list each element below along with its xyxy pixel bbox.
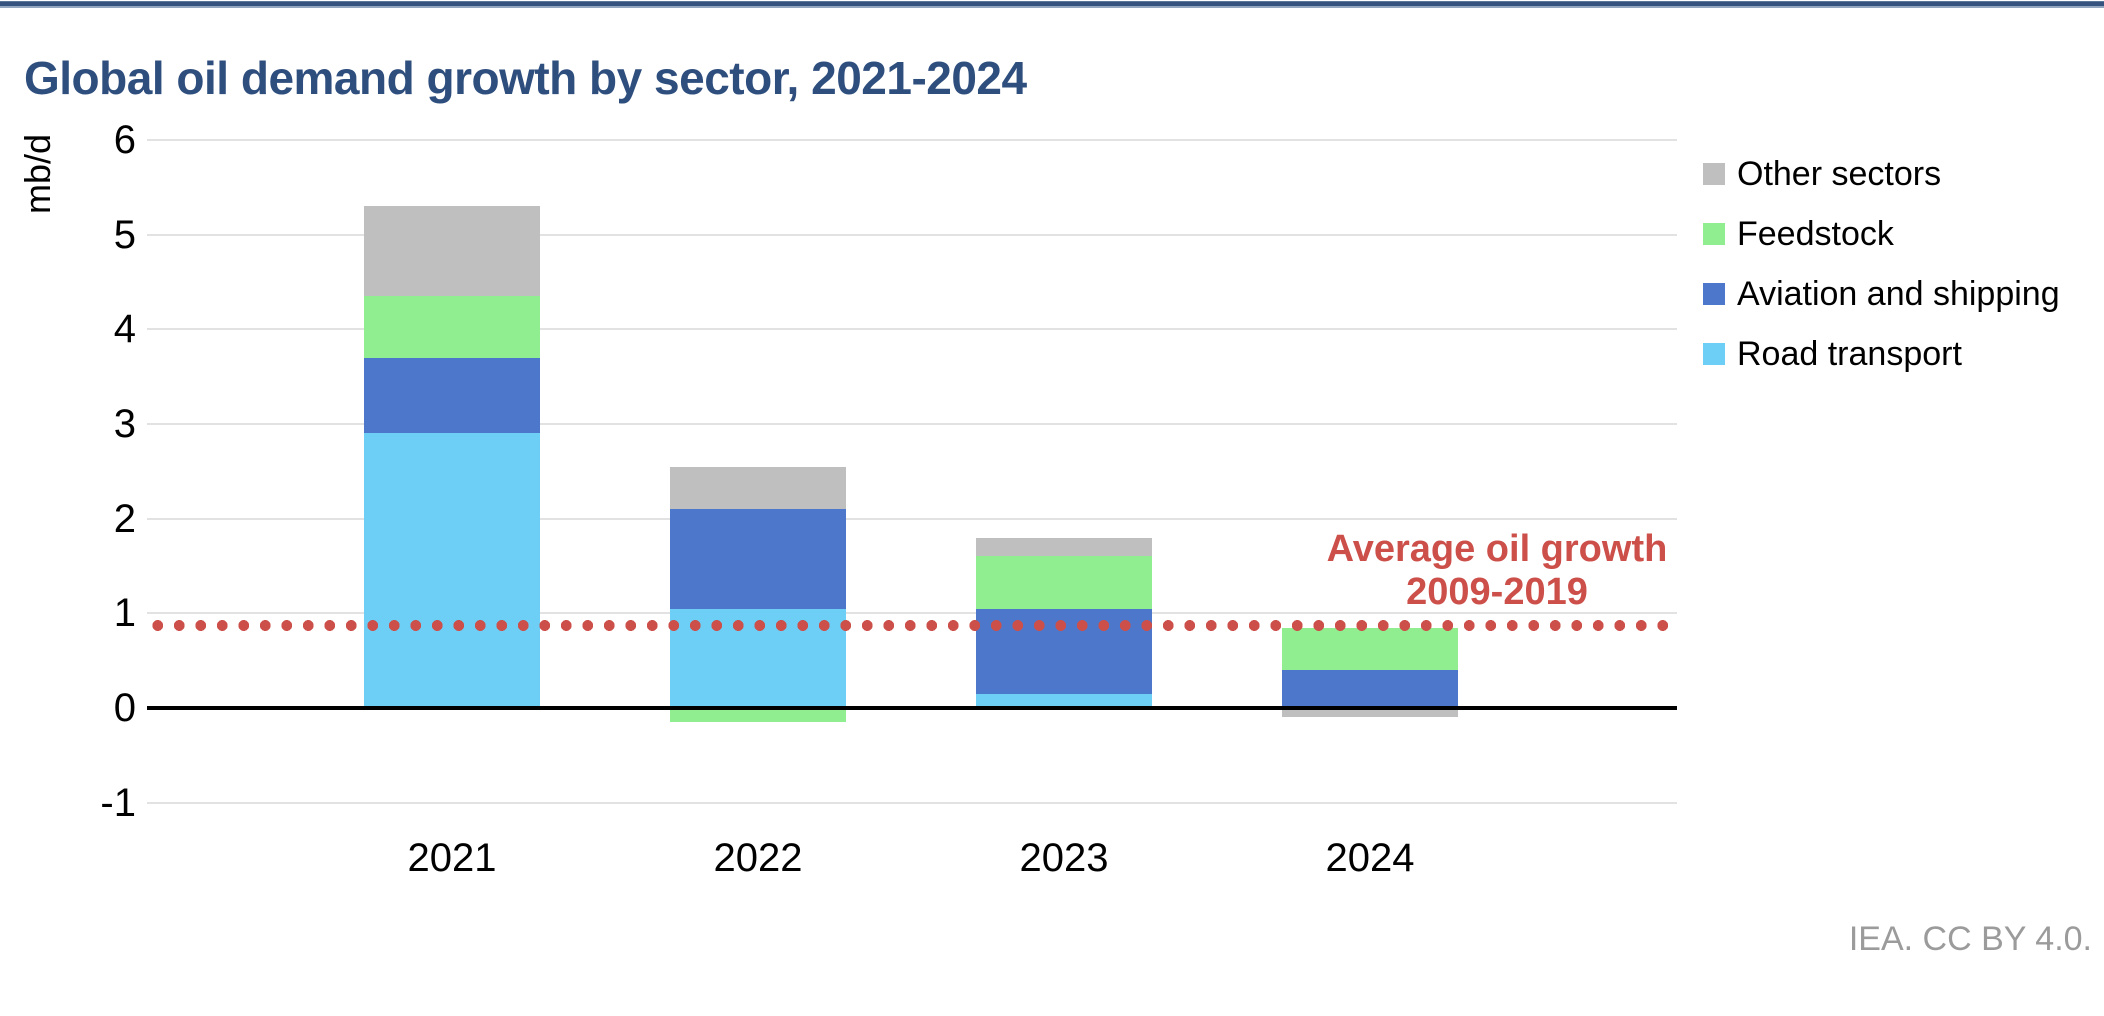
bar-segment-road-transport-2021: [364, 433, 540, 708]
bar-segment-other-sectors-2022: [670, 466, 846, 510]
average-growth-reference-line: [147, 619, 1677, 632]
legend-label: Other sectors: [1737, 154, 1942, 193]
legend-swatch-feedstock: [1703, 223, 1725, 245]
y-tick-label-5: 5: [113, 212, 136, 257]
x-tick-label-2022: 2022: [713, 836, 803, 880]
gridline--1: [147, 801, 1677, 804]
gridline-1: [147, 612, 1677, 615]
legend-label: Road transport: [1737, 334, 1962, 373]
y-tick-label-0: 0: [113, 686, 136, 730]
legend-item-aviation-and-shipping: Aviation and shipping: [1703, 264, 2060, 324]
reference-line-label: Average oil growth 2009-2019: [1326, 528, 1668, 613]
bar-segment-aviation-and-shipping-2021: [364, 357, 540, 434]
bar-segment-other-sectors-2023: [976, 537, 1152, 557]
bar-segment-aviation-and-shipping-2022: [670, 509, 846, 609]
bar-segment-other-sectors-2024: [1282, 708, 1458, 718]
legend-item-other-sectors: Other sectors: [1703, 144, 2060, 204]
source-attribution: IEA. CC BY 4.0.: [1848, 920, 2092, 958]
y-tick-label--1: -1: [100, 780, 136, 825]
legend-item-road-transport: Road transport: [1703, 324, 2060, 384]
gridline-3: [147, 422, 1677, 425]
legend-label: Feedstock: [1737, 214, 1894, 253]
y-tick-label-2: 2: [113, 496, 136, 541]
legend-swatch-road-transport: [1703, 343, 1725, 365]
gridline-5: [147, 233, 1677, 236]
legend: Other sectors Feedstock Aviation and shipp…: [1703, 144, 2060, 384]
bar-segment-feedstock-2022: [670, 708, 846, 723]
bar-segment-feedstock-2023: [976, 556, 1152, 609]
bar-segment-feedstock-2021: [364, 296, 540, 358]
y-tick-label-6: 6: [113, 117, 136, 162]
gridline-6: [147, 138, 1677, 141]
bar-segment-feedstock-2024: [1282, 627, 1458, 671]
legend-swatch-other-sectors: [1703, 163, 1725, 185]
bar-segment-road-transport-2023: [976, 693, 1152, 708]
bar-segment-aviation-and-shipping-2024: [1282, 670, 1458, 708]
x-tick-label-2023: 2023: [1019, 836, 1109, 880]
legend-label: Aviation and shipping: [1737, 274, 2060, 313]
page-title: Global oil demand growth by sector, 2021…: [24, 51, 1027, 104]
y-tick-label-1: 1: [113, 591, 136, 636]
gridline-2: [147, 517, 1677, 520]
bar-segment-other-sectors-2021: [364, 206, 540, 297]
x-tick-label-2024: 2024: [1325, 836, 1415, 880]
legend-item-feedstock: Feedstock: [1703, 204, 2060, 264]
zero-axis-line: [147, 706, 1677, 710]
legend-swatch-aviation-and-shipping: [1703, 283, 1725, 305]
gridline-4: [147, 328, 1677, 331]
top-border-rule: [0, 0, 2104, 9]
y-tick-label-3: 3: [113, 401, 136, 446]
y-tick-label-4: 4: [113, 307, 136, 352]
x-tick-label-2021: 2021: [407, 836, 497, 880]
